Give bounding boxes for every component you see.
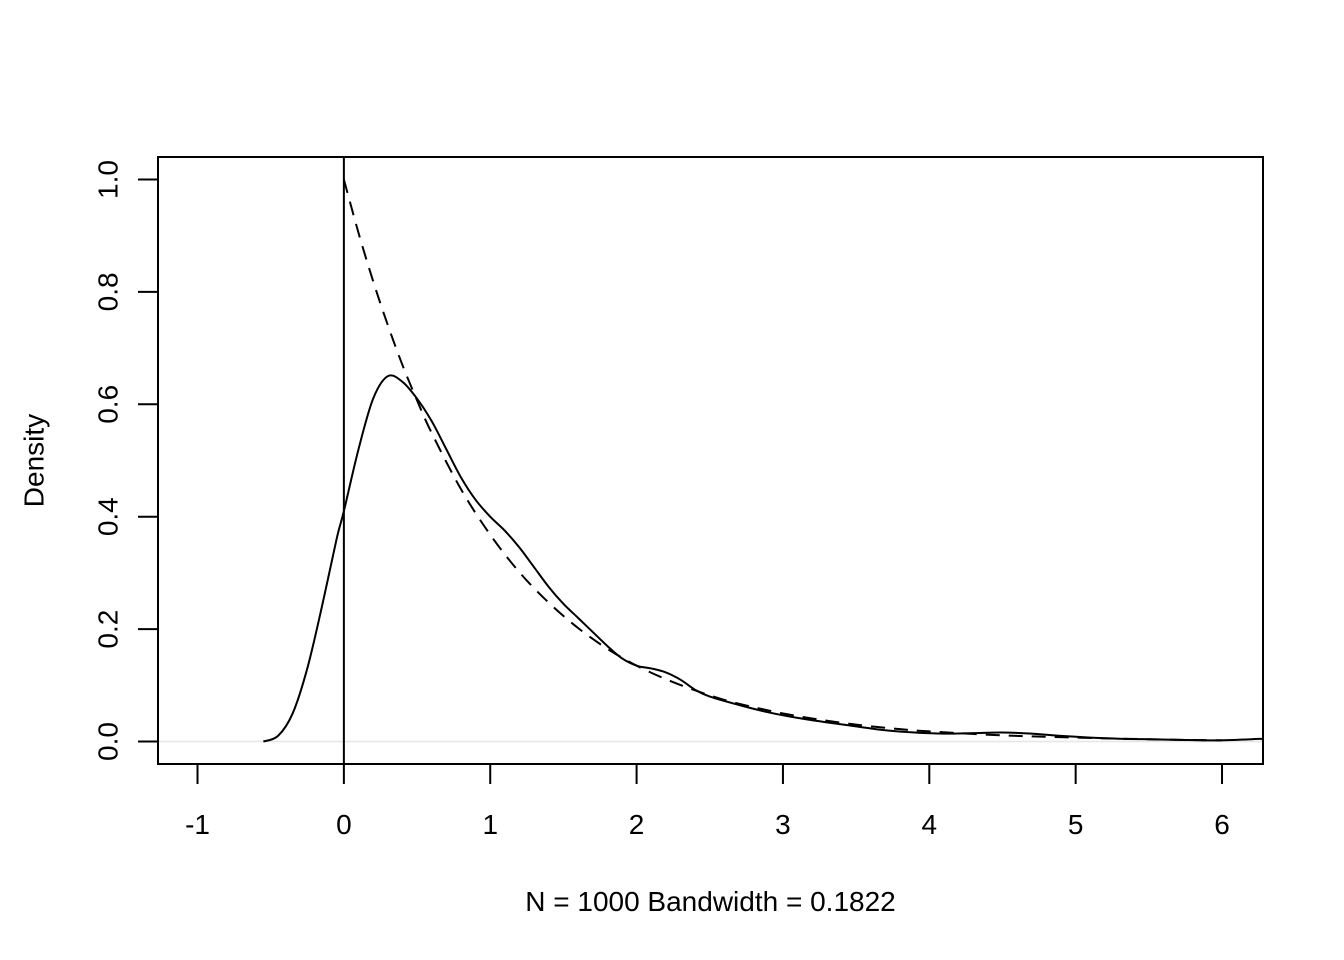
- x-tick-label: 5: [1068, 809, 1084, 840]
- y-tick-label: 0.0: [92, 722, 123, 761]
- y-axis: 0.0 0.2 0.4 0.6 0.8 1.0: [92, 160, 158, 761]
- x-tick-label: 4: [922, 809, 938, 840]
- plot-frame: [157, 156, 1264, 765]
- density-curves: [263, 179, 1264, 743]
- y-tick-label: 0.6: [92, 385, 123, 424]
- solid-density-line: [263, 374, 1264, 743]
- x-tick-label: 1: [482, 809, 498, 840]
- y-tick-label: 0.8: [92, 272, 123, 311]
- x-tick-label: -1: [185, 809, 210, 840]
- y-tick-label: 0.2: [92, 610, 123, 649]
- x-axis-label: N = 1000 Bandwidth = 0.1822: [525, 886, 896, 917]
- dashed-density-line: [342, 179, 1223, 742]
- x-tick-label: 3: [775, 809, 791, 840]
- y-tick-label: 1.0: [92, 160, 123, 199]
- x-tick-label: 0: [336, 809, 352, 840]
- y-axis-label: Density: [18, 414, 49, 507]
- x-axis: -1 0 1 2 3 4 5 6: [185, 763, 1263, 840]
- x-tick-label: 2: [629, 809, 645, 840]
- reference-lines: [158, 157, 1263, 764]
- y-tick-label: 0.4: [92, 497, 123, 536]
- x-tick-label: 6: [1214, 809, 1230, 840]
